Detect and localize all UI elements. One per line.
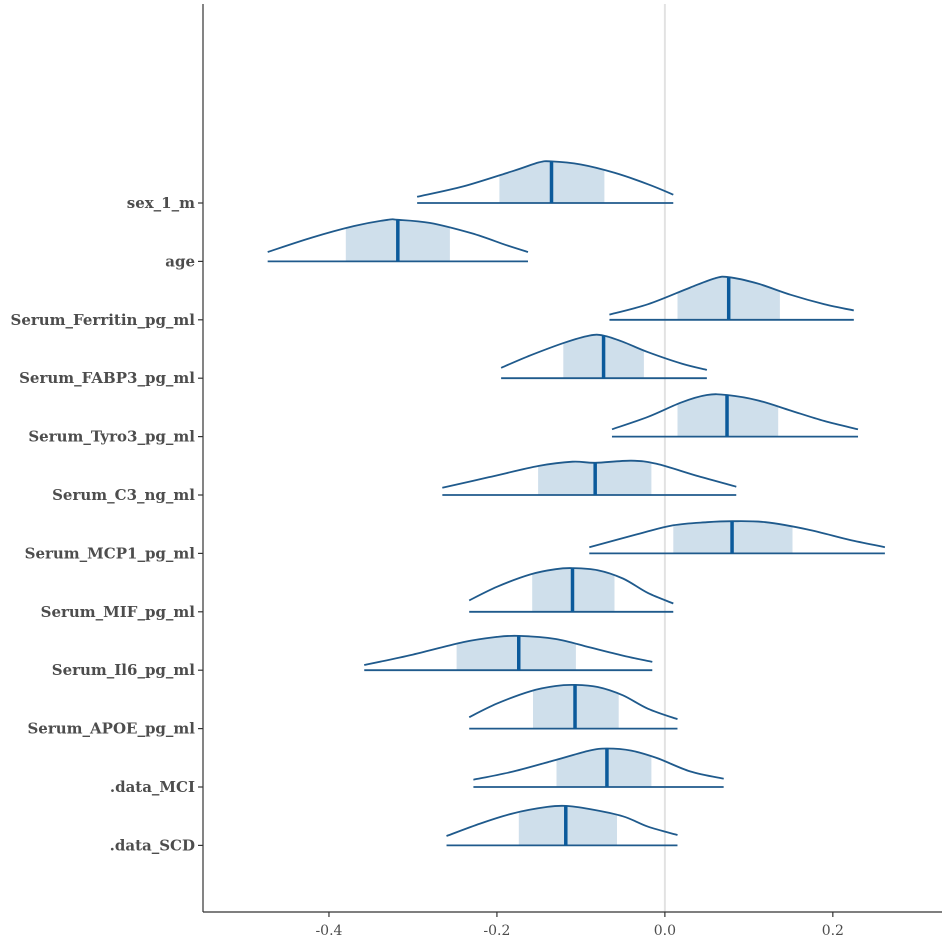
ridge-Serum_C3_ng_ml xyxy=(442,459,737,496)
y-tick-label: Serum_Tyro3_pg_ml xyxy=(28,428,195,446)
density-curve xyxy=(468,567,674,605)
x-tick-label: 0.0 xyxy=(654,923,676,939)
ridge-Serum_MCP1_pg_ml xyxy=(589,520,886,555)
interval-area xyxy=(456,636,576,671)
density-curve xyxy=(473,747,724,781)
y-tick-label: Serum_Il6_pg_ml xyxy=(52,661,196,679)
x-tick-label: 0.2 xyxy=(822,923,844,939)
y-tick-label: age xyxy=(165,252,195,270)
ridge-age xyxy=(267,218,529,263)
ridge-Serum_Tyro3_pg_ml xyxy=(611,393,859,438)
interval-area xyxy=(556,748,652,787)
y-tick-label: .data_MCI xyxy=(110,778,195,796)
x-tick-label: -0.2 xyxy=(483,923,510,939)
ridge-.data_SCD xyxy=(446,804,678,847)
density-curve xyxy=(468,683,678,721)
y-tick-label: sex_1_m xyxy=(127,194,195,212)
ridge-Serum_Il6_pg_ml xyxy=(364,634,653,672)
y-tick-label: Serum_C3_ng_ml xyxy=(52,486,195,504)
y-tick-label: Serum_Ferritin_pg_ml xyxy=(10,311,195,329)
y-tick-label: .data_SCD xyxy=(110,836,195,854)
y-tick-label: Serum_MCP1_pg_ml xyxy=(25,544,196,562)
y-tick-label: Serum_FABP3_pg_ml xyxy=(19,369,195,387)
interval-area xyxy=(518,806,617,846)
x-tick-label: -0.4 xyxy=(315,923,342,939)
ridge-Serum_Ferritin_pg_ml xyxy=(609,275,854,321)
ridge-.data_MCI xyxy=(473,747,724,788)
ridge-Serum_FABP3_pg_ml xyxy=(500,333,708,380)
ridge-Serum_APOE_pg_ml xyxy=(468,683,678,730)
ridge-sex_1_m xyxy=(416,160,674,204)
ridge-Serum_MIF_pg_ml xyxy=(468,567,674,613)
y-tick-label: Serum_MIF_pg_ml xyxy=(41,603,196,621)
y-tick-label: Serum_APOE_pg_ml xyxy=(27,720,195,738)
ridges-layer xyxy=(267,160,886,847)
